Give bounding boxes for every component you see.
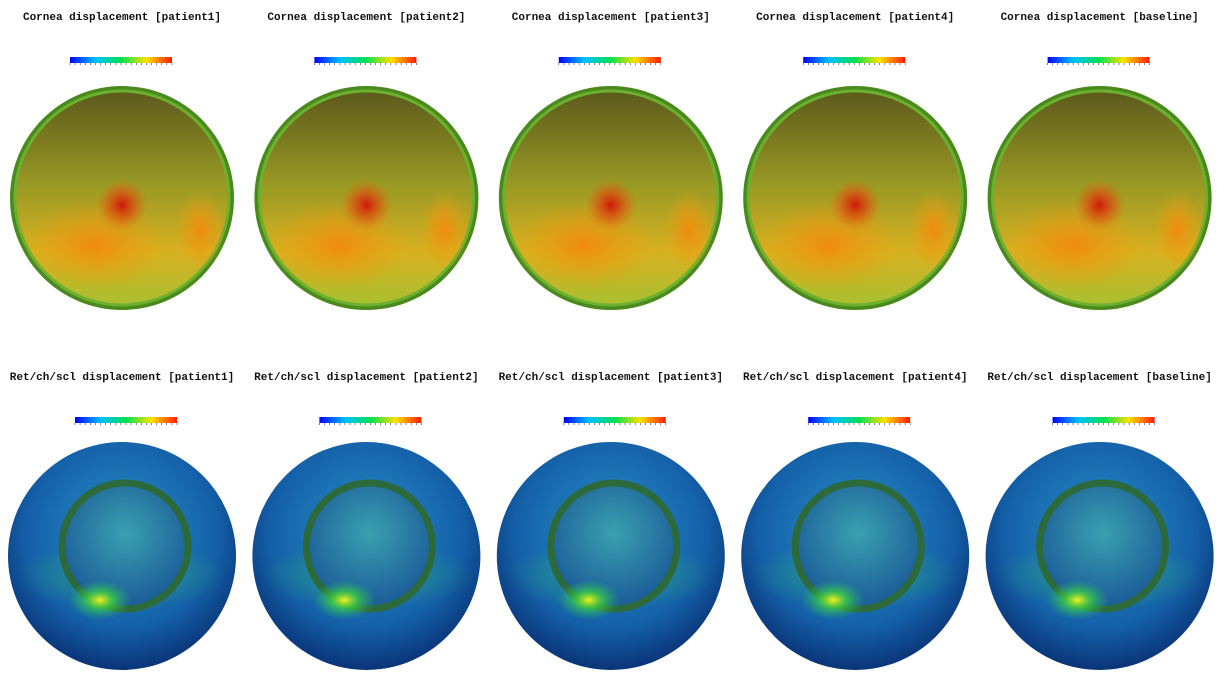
- orange-region: [175, 190, 225, 270]
- colorbar: [319, 417, 422, 423]
- orange-region: [419, 190, 470, 270]
- red-spot: [340, 179, 393, 231]
- colorbar: [314, 57, 417, 63]
- colorbar: [803, 57, 906, 63]
- colorbar: [1047, 57, 1150, 63]
- colorbar: [558, 57, 661, 63]
- panel: Cornea displacement [patient1]: [10, 12, 234, 310]
- colorbar: [1052, 417, 1155, 423]
- panel-title: Ret/ch/scl displacement [patient1]: [10, 372, 234, 384]
- panel-title: Cornea displacement [patient4]: [756, 12, 954, 24]
- orange-region: [663, 190, 714, 270]
- panel: Ret/ch/scl displacement [patient3]: [496, 372, 725, 670]
- red-spot: [1073, 179, 1126, 231]
- colorbar: [563, 417, 666, 423]
- panel: Cornea displacement [patient3]: [498, 12, 723, 310]
- colorbar: [75, 417, 177, 423]
- orange-region: [908, 190, 959, 270]
- panel: Ret/ch/scl displacement [patient4]: [741, 372, 970, 670]
- panel: Cornea displacement [patient2]: [254, 12, 479, 310]
- panel: Cornea displacement [patient4]: [743, 12, 968, 310]
- panel-title: Ret/ch/scl displacement [patient4]: [743, 372, 967, 384]
- panel: Ret/ch/scl displacement [patient1]: [8, 372, 236, 670]
- red-spot: [829, 179, 882, 231]
- panel: Ret/ch/scl displacement [baseline]: [985, 372, 1214, 670]
- panel: Ret/ch/scl displacement [patient2]: [252, 372, 481, 670]
- panel-title: Ret/ch/scl displacement [baseline]: [987, 372, 1211, 384]
- panel-title: Cornea displacement [baseline]: [1001, 12, 1199, 24]
- yellow-spot: [801, 580, 866, 620]
- panel-title: Cornea displacement [patient1]: [23, 12, 221, 24]
- panel-title: Cornea displacement [patient2]: [267, 12, 465, 24]
- panel-title: Ret/ch/scl displacement [patient2]: [254, 372, 478, 384]
- orange-region: [1152, 190, 1203, 270]
- yellow-spot: [68, 580, 132, 620]
- yellow-spot: [1045, 580, 1110, 620]
- yellow-spot: [312, 580, 377, 620]
- colorbar: [808, 417, 911, 423]
- red-spot: [584, 179, 637, 231]
- panel-title: Ret/ch/scl displacement [patient3]: [499, 372, 723, 384]
- red-spot: [96, 179, 148, 231]
- panel: Cornea displacement [baseline]: [987, 12, 1212, 310]
- colorbar: [70, 57, 172, 63]
- yellow-spot: [556, 580, 621, 620]
- panel-title: Cornea displacement [patient3]: [512, 12, 710, 24]
